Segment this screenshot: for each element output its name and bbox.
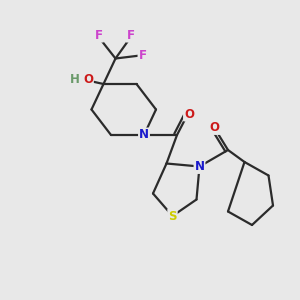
Text: F: F: [95, 28, 103, 42]
Text: S: S: [168, 209, 177, 223]
Text: H: H: [70, 73, 80, 86]
Text: N: N: [194, 160, 205, 173]
Text: O: O: [184, 107, 194, 121]
Text: N: N: [139, 128, 149, 142]
Text: O: O: [83, 73, 93, 86]
Text: F: F: [139, 49, 146, 62]
Text: O: O: [209, 121, 220, 134]
Text: F: F: [127, 28, 134, 42]
